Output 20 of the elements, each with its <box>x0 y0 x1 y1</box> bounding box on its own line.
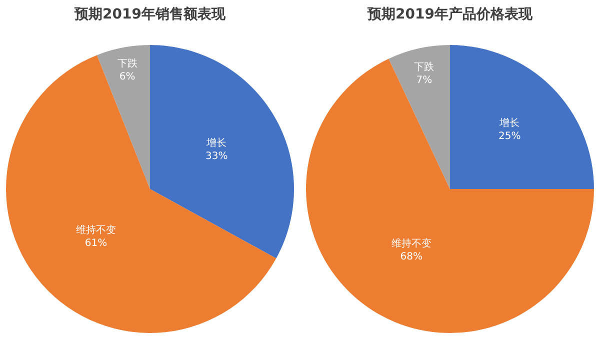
data-label: 25% <box>498 130 521 142</box>
slice-label: 下跌 <box>414 61 434 74</box>
slice-label: 维持不变 <box>391 237 432 250</box>
data-label: 68% <box>400 251 423 262</box>
pie-slice <box>306 58 594 333</box>
pie-slice <box>450 45 594 189</box>
pie-slice <box>6 55 276 333</box>
pie-slice <box>96 45 150 189</box>
pie-slice <box>150 45 294 258</box>
pie-slice <box>388 45 450 189</box>
data-label: 61% <box>84 238 108 250</box>
slice-label: 下跌 <box>117 57 138 70</box>
slice-label: 维持不变 <box>76 224 116 236</box>
slice-label: 增长 <box>498 116 520 129</box>
chart-title: 预期2019年产品价格表现 <box>366 5 534 22</box>
chart-title: 预期2019年销售额表现 <box>74 5 226 22</box>
data-label: 6% <box>119 71 136 82</box>
data-label: 33% <box>205 151 228 162</box>
slice-label: 增长 <box>206 137 227 150</box>
data-label: 7% <box>416 75 432 86</box>
